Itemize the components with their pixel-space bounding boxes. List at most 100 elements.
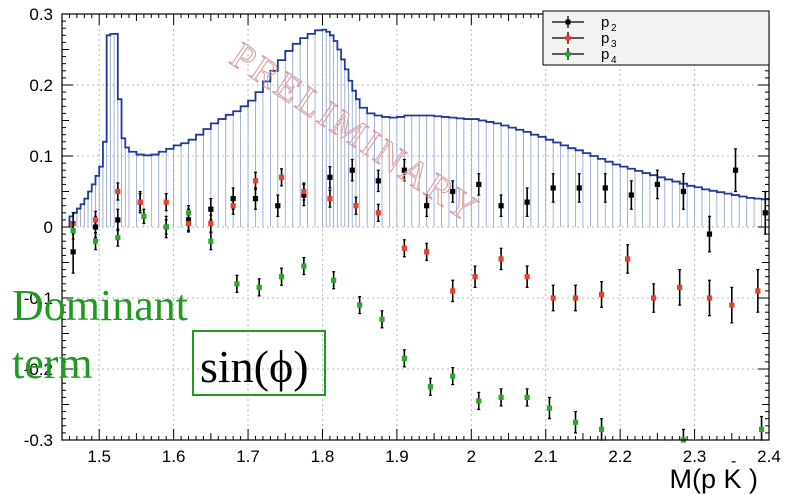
data-point	[252, 196, 259, 202]
data-point	[755, 288, 761, 294]
plot-area	[62, 14, 769, 440]
data-point	[598, 291, 605, 298]
data-point	[208, 206, 214, 212]
data-point	[550, 185, 556, 191]
data-point	[252, 178, 259, 184]
x-tick-label: 2.3	[683, 447, 707, 466]
data-point	[602, 185, 608, 191]
data-point	[401, 355, 407, 361]
data-point	[598, 426, 605, 432]
data-point	[70, 249, 76, 255]
legend-label: p	[601, 30, 609, 47]
data-point	[115, 235, 121, 241]
data-point	[427, 384, 433, 390]
data-point	[278, 174, 285, 180]
data-point	[651, 295, 657, 301]
data-point	[375, 178, 381, 184]
data-point	[625, 256, 631, 262]
legend-label-subscript: 2	[611, 23, 617, 34]
legend-marker	[565, 51, 571, 57]
data-point	[92, 238, 99, 244]
y-tick-label: 0	[44, 218, 53, 237]
data-point	[546, 405, 553, 411]
data-point	[92, 217, 99, 223]
data-point	[163, 199, 169, 205]
y-tick-label: 0.3	[29, 5, 53, 24]
data-point	[498, 256, 504, 262]
data-point	[472, 274, 478, 280]
data-point	[450, 373, 456, 379]
annotation-line-2: term	[12, 339, 93, 388]
data-point	[185, 220, 192, 227]
data-point	[450, 288, 456, 294]
x-axis-title-superscript: -	[731, 453, 736, 470]
histogram-outline	[68, 28, 770, 227]
axes: 1.5 1.6 1.7 1.8 1.9 2 2.1 2.2 2.3 2.4 -0.3 -0.2 -0.1…	[24, 5, 781, 466]
data-point	[301, 188, 307, 195]
histogram	[68, 28, 770, 227]
data-point	[729, 302, 735, 308]
data-point	[115, 188, 121, 195]
data-point	[677, 284, 683, 290]
data-point	[498, 394, 504, 400]
legend: p 2p 3p 4	[542, 10, 770, 66]
legend-label-subscript: 4	[611, 55, 617, 66]
data-point	[275, 203, 281, 209]
annotation-formula: sin(ϕ)	[200, 341, 309, 392]
data-point	[327, 174, 333, 180]
x-tick-label: 2.2	[608, 447, 632, 466]
x-tick-label: 1.6	[162, 447, 186, 466]
data-point	[301, 263, 307, 269]
legend-label-subscript: 3	[611, 39, 617, 50]
data-point	[401, 245, 407, 251]
data-point	[550, 295, 556, 301]
data-point	[576, 185, 582, 191]
annotation-box	[192, 330, 326, 396]
data-point	[230, 203, 236, 209]
data-point	[498, 203, 504, 209]
x-tick-label: 2	[467, 447, 476, 466]
x-axis-title: M(p K )	[669, 464, 758, 494]
data-point	[524, 199, 530, 205]
data-point	[379, 316, 385, 322]
y-tick-label: 0.1	[29, 147, 53, 166]
data-point	[163, 224, 169, 230]
y-tick-label: 0.2	[29, 76, 53, 95]
x-tick-label: 2.1	[534, 447, 558, 466]
legend-label: p	[601, 14, 609, 31]
y-tick-label: -0.2	[24, 360, 53, 379]
data-point	[185, 210, 192, 216]
x-tick-label: 2.4	[757, 447, 781, 466]
legend-label: p	[601, 46, 609, 63]
y-tick-label: -0.1	[24, 289, 53, 308]
data-point	[141, 213, 147, 219]
data-point	[572, 419, 579, 425]
data-point	[706, 295, 713, 301]
series-p3	[70, 168, 761, 324]
data-point	[70, 227, 76, 234]
legend-marker	[565, 35, 571, 41]
data-point	[476, 398, 482, 404]
data-point	[353, 203, 359, 209]
data-point	[278, 274, 285, 280]
data-point	[401, 167, 407, 173]
data-point	[256, 284, 262, 290]
data-point	[628, 192, 634, 198]
data-point	[758, 426, 765, 432]
data-point	[572, 295, 579, 301]
data-series	[70, 148, 768, 443]
data-point	[732, 167, 739, 173]
data-point	[524, 274, 530, 280]
data-point	[524, 394, 530, 400]
data-point	[234, 281, 240, 287]
data-point	[450, 188, 456, 195]
data-point	[349, 167, 355, 173]
data-point	[476, 181, 482, 187]
data-point	[208, 238, 214, 244]
data-point	[424, 249, 430, 255]
legend-marker	[565, 19, 571, 25]
